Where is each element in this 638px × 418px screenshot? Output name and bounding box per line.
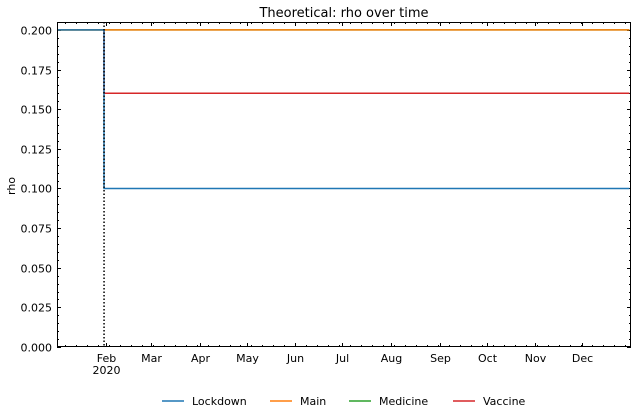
chart-title: Theoretical: rho over time (258, 6, 428, 21)
x-tick-label: Mar (141, 352, 162, 365)
x-tick-label: Feb (97, 352, 116, 365)
y-tick-label: 0.150 (21, 104, 53, 117)
x-tick-label: Sep (430, 352, 451, 365)
legend-label-lockdown: Lockdown (192, 395, 247, 408)
y-tick-label: 0.200 (21, 25, 53, 38)
legend-label-medicine: Medicine (379, 395, 428, 408)
plot-frame (57, 22, 631, 347)
y-tick-label: 0.025 (21, 302, 53, 315)
x-tick-label: Aug (381, 352, 402, 365)
y-axis-label: rho (5, 177, 18, 195)
y-tick-label: 0.050 (21, 263, 53, 276)
y-tick-label: 0.175 (21, 65, 53, 78)
legend-label-vaccine: Vaccine (483, 395, 526, 408)
x-tick-label: Dec (572, 352, 593, 365)
x-tick-label: Oct (478, 352, 498, 365)
x-tick-label: Nov (525, 352, 547, 365)
y-tick-label: 0.125 (21, 144, 53, 157)
y-tick-label: 0.100 (21, 183, 53, 196)
x-tick-label: Jul (335, 352, 349, 365)
tick-layer: 0.000 0.025 0.050 0.075 0.100 0.125 0.150 0.175… (21, 22, 631, 377)
series-line-vaccine (57, 29, 630, 95)
x-tick-label: May (236, 352, 259, 365)
x-tick-year-label: 2020 (93, 364, 121, 377)
x-tick-label: Apr (191, 352, 211, 365)
x-tick-label: Jun (286, 352, 304, 365)
legend-label-main: Main (300, 395, 326, 408)
y-tick-label: 0.075 (21, 223, 53, 236)
series-layer (57, 22, 630, 347)
y-tick-label: 0.000 (21, 342, 53, 355)
legend: Lockdown Main Medicine Vaccine (162, 395, 526, 408)
series-line-lockdown (57, 29, 630, 190)
